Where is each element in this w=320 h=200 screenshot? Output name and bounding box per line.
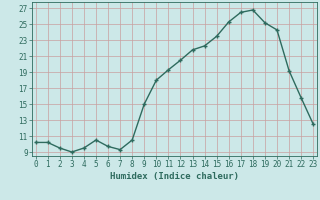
X-axis label: Humidex (Indice chaleur): Humidex (Indice chaleur) xyxy=(110,172,239,181)
